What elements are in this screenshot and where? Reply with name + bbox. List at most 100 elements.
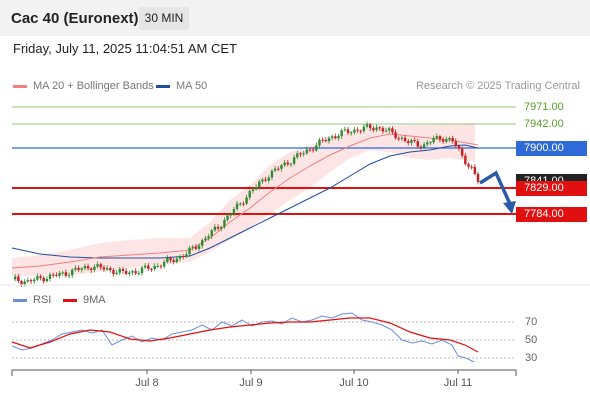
candle-body xyxy=(242,203,245,205)
candle-body xyxy=(403,137,407,142)
candle-body xyxy=(311,149,315,151)
candle-body xyxy=(277,168,280,170)
candle-body xyxy=(197,245,201,249)
ma50-label: MA 50 xyxy=(176,80,208,92)
candle-body xyxy=(349,132,353,134)
candle-body xyxy=(105,268,109,270)
ma50-line xyxy=(11,144,479,259)
candle-body xyxy=(400,137,404,139)
candle-body xyxy=(58,272,61,276)
level-label-7942: 7942.00 xyxy=(524,118,564,130)
candle-body xyxy=(93,266,96,271)
level-label-7971: 7971.00 xyxy=(524,101,564,113)
candle-body xyxy=(353,129,356,133)
candle-body xyxy=(45,278,49,282)
header-bar xyxy=(0,0,590,36)
candle-body xyxy=(372,128,375,131)
candle-body xyxy=(305,149,309,154)
candle-body xyxy=(239,203,242,205)
candle-body xyxy=(140,267,144,274)
candle-body xyxy=(410,140,413,144)
rsi-swatch xyxy=(13,298,27,302)
candle-body xyxy=(71,269,74,276)
candle-body xyxy=(429,142,432,144)
candle-body xyxy=(90,268,93,271)
datetime-label: Friday, July 11, 2025 11:04:51 AM CET xyxy=(13,41,238,56)
candle-body xyxy=(340,130,343,137)
candle-body xyxy=(13,276,17,280)
candle-body xyxy=(115,272,118,275)
ma20-line xyxy=(11,133,479,269)
candle-body xyxy=(384,130,388,132)
ma20-swatch xyxy=(13,84,27,88)
candle-body xyxy=(48,274,52,279)
candle-body xyxy=(32,279,36,282)
candle-body xyxy=(457,146,461,149)
rsi-legend: RSI xyxy=(13,294,51,306)
candle-body xyxy=(296,153,299,158)
candle-body xyxy=(23,281,26,285)
candle-body xyxy=(327,137,331,142)
x-label-jul8: Jul 8 xyxy=(135,377,159,389)
timeframe-button[interactable]: 30 MIN xyxy=(139,7,189,30)
candle-body xyxy=(188,247,191,255)
candle-body xyxy=(473,166,477,174)
candle-body xyxy=(324,140,328,142)
x-label-jul11: Jul 11 xyxy=(443,377,473,389)
candle-body xyxy=(476,173,480,182)
candle-body xyxy=(470,166,473,168)
candle-body xyxy=(378,127,381,129)
candle-body xyxy=(308,149,312,151)
candle-body xyxy=(159,265,163,267)
candle-body xyxy=(213,226,217,231)
candle-body xyxy=(178,256,182,259)
candle-body xyxy=(334,136,337,139)
forecast-arrow xyxy=(479,170,512,205)
candle-body xyxy=(112,270,115,275)
candle-body xyxy=(26,280,30,282)
candle-body xyxy=(359,130,362,132)
candle-body xyxy=(96,264,99,267)
instrument-title: Cac 40 (Euronext) xyxy=(11,10,139,27)
candle-body xyxy=(235,203,239,210)
candle-body xyxy=(448,138,451,140)
candle-body xyxy=(121,268,125,271)
ma50-swatch xyxy=(156,84,170,88)
rsi-label: RSI xyxy=(33,294,52,306)
candle-body xyxy=(299,153,302,155)
candle-body xyxy=(302,153,305,155)
x-label-jul9: Jul 9 xyxy=(239,377,263,389)
candle-body xyxy=(61,272,64,274)
candle-body xyxy=(426,142,429,145)
candle-body xyxy=(204,238,207,241)
candle-body xyxy=(124,270,128,274)
candle-body xyxy=(258,181,261,188)
candle-body xyxy=(80,268,83,270)
candle-body xyxy=(102,267,106,270)
candle-body xyxy=(369,124,372,129)
candle-body xyxy=(261,179,264,182)
candle-body xyxy=(232,209,236,215)
candle-body xyxy=(77,267,80,270)
candle-body xyxy=(365,124,369,127)
candle-body xyxy=(29,280,33,282)
candle-body xyxy=(248,190,251,198)
candle-body xyxy=(432,138,435,143)
candle-body xyxy=(99,264,102,268)
ma20-label: MA 20 + Bollinger Bands xyxy=(33,80,154,92)
candle-body xyxy=(416,141,419,147)
candle-body xyxy=(441,139,445,142)
candle-body xyxy=(289,163,293,165)
candle-body xyxy=(153,265,156,270)
bollinger-band xyxy=(12,123,475,276)
candle-body xyxy=(388,128,391,131)
candle-body xyxy=(128,272,131,274)
candle-body xyxy=(467,164,470,167)
candle-body xyxy=(330,136,334,138)
candle-body xyxy=(397,138,400,140)
candle-body xyxy=(67,275,71,277)
legend-ma20: MA 20 + Bollinger Bands xyxy=(13,80,154,92)
candle-body xyxy=(64,272,68,276)
candle-body xyxy=(147,265,150,269)
candle-body xyxy=(413,140,416,142)
